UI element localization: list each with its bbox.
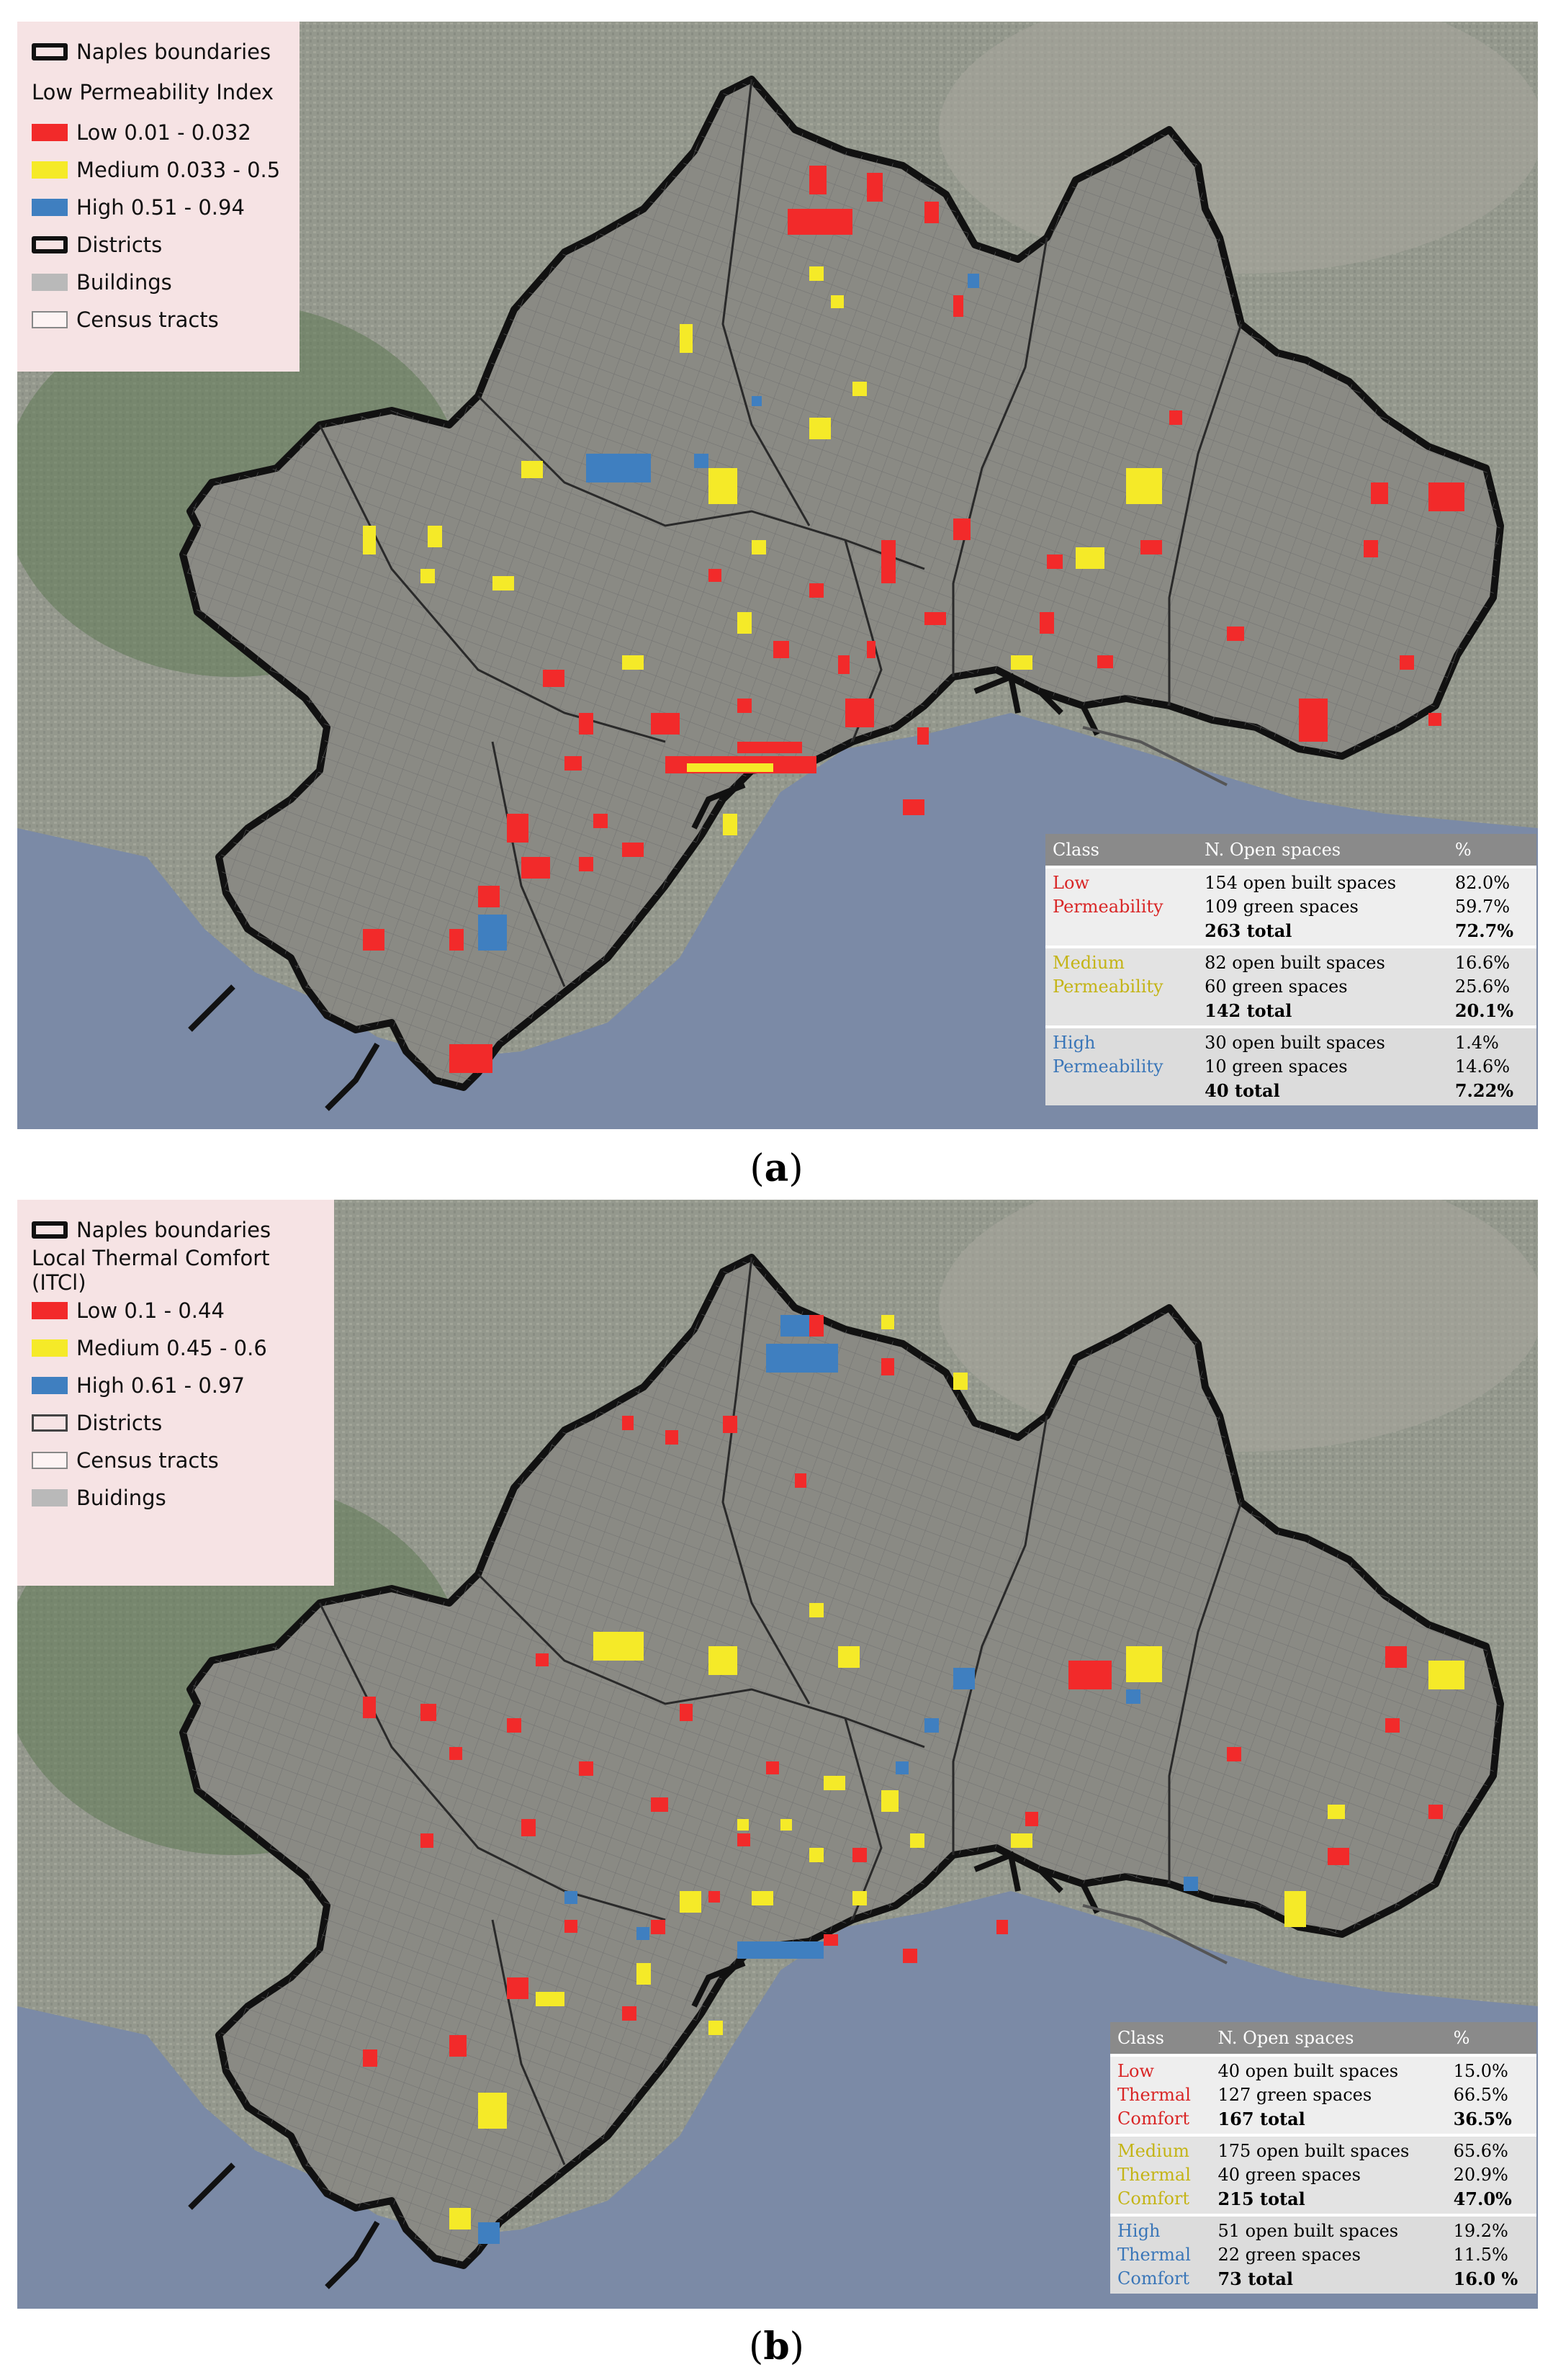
table-row: Low Permeability 154 open built spaces 109… [1045, 866, 1536, 947]
header-class: Class [1045, 834, 1198, 867]
legend-item-medium: Medium 0.45 - 0.6 [32, 1329, 320, 1367]
legend-item-medium: Medium 0.033 - 0.5 [32, 151, 285, 189]
red-swatch [32, 1302, 68, 1319]
caption-a: (a) [750, 1146, 803, 1190]
boundary-swatch [32, 1221, 68, 1239]
class-label: Permeability [1053, 897, 1163, 917]
class-label: Thermal [1117, 2085, 1191, 2105]
legend-item-boundaries: Naples boundaries [32, 33, 285, 71]
district-lines [318, 1257, 1243, 2165]
header-count: N. Open spaces [1210, 2022, 1446, 2055]
class-label: Thermal [1117, 2245, 1191, 2265]
class-label: Medium [1053, 953, 1125, 973]
class-label: Permeability [1053, 1056, 1163, 1077]
class-label: Comfort [1117, 2268, 1190, 2289]
header-class: Class [1110, 2022, 1211, 2055]
district-lines [318, 78, 1243, 987]
class-label: Comfort [1117, 2188, 1190, 2209]
map-panel-b: Naples boundaries Local Thermal Comfort … [17, 1200, 1538, 2309]
legend-item-districts: Districts [32, 226, 285, 264]
class-label: Low [1053, 873, 1089, 893]
class-label: Medium [1117, 2141, 1190, 2161]
class-label: Permeability [1053, 976, 1163, 997]
legend-title: Local Thermal Comfort (ITCl) [32, 1246, 270, 1295]
red-swatch [32, 124, 68, 141]
stats-table-a: Class N. Open spaces % Low Permeability 1… [1045, 834, 1536, 1105]
legend-title: Low Permeability Index [32, 80, 274, 104]
table-row: Medium Thermal Comfort 175 open built spac… [1110, 2134, 1536, 2215]
legend-item-tracts: Census tracts [32, 1442, 320, 1479]
stats-table-b: Class N. Open spaces % Low Thermal Comfort… [1110, 2022, 1536, 2294]
building-swatch [32, 274, 68, 291]
tract-swatch [32, 1452, 68, 1469]
legend-item-low: Low 0.1 - 0.44 [32, 1292, 320, 1329]
medium-class-areas [363, 266, 1162, 835]
high-class-areas [478, 274, 979, 951]
legend-a: Naples boundaries Low Permeability Index… [17, 22, 300, 372]
district-swatch [32, 1414, 68, 1432]
table-row: High Permeability 30 open built spaces 10 … [1045, 1025, 1536, 1105]
table-row: Low Thermal Comfort 40 open built spaces 12… [1110, 2054, 1536, 2135]
building-swatch [32, 1489, 68, 1506]
table-row: Medium Permeability 82 open built spaces 6… [1045, 946, 1536, 1027]
district-swatch [32, 236, 68, 253]
legend-item-low: Low 0.01 - 0.032 [32, 114, 285, 151]
blue-swatch [32, 199, 68, 216]
header-count: N. Open spaces [1197, 834, 1448, 867]
class-label: Low [1117, 2061, 1154, 2081]
legend-item-tracts: Census tracts [32, 301, 285, 338]
table-header: Class N. Open spaces % [1045, 834, 1536, 867]
legend-item-boundaries: Naples boundaries [32, 1211, 320, 1249]
blue-swatch [32, 1377, 68, 1394]
low-class-areas [363, 166, 1464, 1073]
yellow-swatch [32, 161, 68, 179]
legend-item-high: High 0.51 - 0.94 [32, 189, 285, 226]
class-label: Thermal [1117, 2165, 1191, 2185]
high-class-areas [478, 1315, 1198, 2244]
medium-class-areas [449, 1315, 1464, 2229]
low-class-areas [363, 1315, 1443, 2067]
tract-swatch [32, 311, 68, 328]
legend-item-buildings: Buildings [32, 264, 285, 301]
legend-item-districts: Districts [32, 1404, 320, 1442]
class-label: Comfort [1117, 2109, 1190, 2129]
class-label: High [1117, 2221, 1161, 2241]
legend-item-buildings: Buidings [32, 1479, 320, 1517]
class-label: High [1053, 1033, 1096, 1053]
table-row: High Thermal Comfort 51 open built spaces 2… [1110, 2214, 1536, 2294]
header-percent: % [1446, 2022, 1536, 2055]
table-header: Class N. Open spaces % [1110, 2022, 1536, 2055]
caption-b: (b) [749, 2325, 804, 2368]
header-percent: % [1447, 834, 1536, 867]
map-panel-a: Naples boundaries Low Permeability Index… [17, 22, 1538, 1129]
legend-b: Naples boundaries Local Thermal Comfort … [17, 1200, 334, 1586]
legend-item-high: High 0.61 - 0.97 [32, 1367, 320, 1404]
boundary-swatch [32, 43, 68, 60]
yellow-swatch [32, 1339, 68, 1357]
